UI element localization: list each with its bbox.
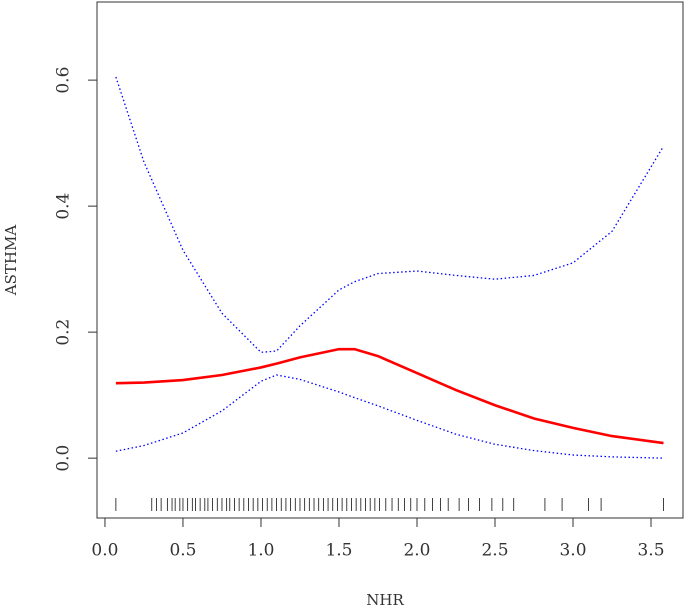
- y-tick-label: 0.6: [54, 67, 74, 94]
- y-tick-label: 0.4: [54, 193, 74, 220]
- plot-frame: [96, 1, 684, 519]
- x-tick-label: 0.0: [91, 541, 118, 561]
- x-tick-label: 2.5: [481, 541, 508, 561]
- x-tick-label: 0.5: [169, 541, 196, 561]
- y-tick-label: 0.0: [54, 445, 74, 472]
- x-tick-label: 3.5: [637, 541, 664, 561]
- x-tick-label: 1.0: [247, 541, 274, 561]
- x-tick-label: 3.0: [559, 541, 586, 561]
- x-axis-label: NHR: [366, 591, 404, 609]
- fit-line: [115, 347, 664, 445]
- y-axis-label: ASTHMA: [2, 225, 20, 297]
- x-tick-label: 1.5: [325, 541, 352, 561]
- y-tick-label: 0.2: [54, 319, 74, 346]
- ci-line: [115, 76, 665, 353]
- ci-line: [115, 374, 664, 459]
- x-tick-label: 2.0: [403, 541, 430, 561]
